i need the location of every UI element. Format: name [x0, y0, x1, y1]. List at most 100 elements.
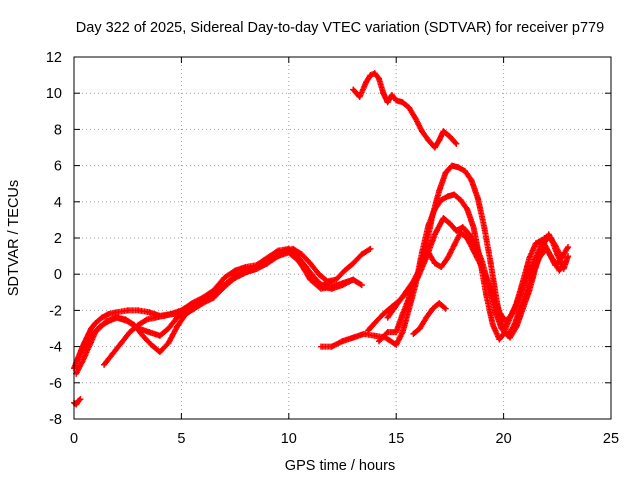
data-point [412, 115, 419, 122]
data-point [105, 311, 112, 318]
data-point [412, 278, 419, 285]
data-point [92, 320, 99, 327]
data-point [169, 311, 176, 318]
data-point [350, 276, 357, 283]
data-point [290, 245, 297, 252]
data-point [444, 254, 451, 261]
data-point [416, 325, 423, 332]
data-point [466, 231, 473, 238]
data-point [135, 307, 142, 314]
data-point [186, 305, 193, 312]
data-point [98, 314, 105, 321]
data-point [139, 332, 146, 339]
data-point [556, 267, 563, 274]
data-point [109, 350, 116, 357]
x-tick-label: 10 [281, 431, 297, 447]
series-markers [71, 396, 84, 408]
data-point [457, 229, 464, 236]
data-point [406, 104, 413, 111]
data-point [358, 251, 365, 258]
data-point [418, 128, 425, 135]
data-point [146, 329, 153, 336]
data-point [442, 305, 449, 312]
data-point [423, 242, 430, 249]
x-axis-label: GPS time / hours [285, 458, 395, 474]
data-point [384, 314, 391, 321]
series-markers [77, 249, 335, 357]
series-trace-mid-5 [410, 300, 449, 337]
data-point [489, 321, 496, 328]
data-point [79, 358, 86, 365]
data-point [126, 329, 133, 336]
data-point [393, 341, 400, 348]
data-point [393, 329, 400, 336]
data-point [358, 282, 365, 289]
data-point [496, 336, 503, 343]
data-point [464, 235, 471, 241]
data-point [487, 260, 494, 267]
data-point [380, 90, 387, 97]
chart-title: Day 322 of 2025, Sidereal Day-to-day VTE… [76, 20, 604, 36]
data-point [88, 325, 95, 332]
data-point [77, 396, 84, 403]
data-point [210, 287, 217, 294]
data-point [320, 282, 327, 289]
data-point [515, 296, 522, 303]
y-tick-label: 0 [54, 267, 62, 283]
data-point [122, 316, 129, 323]
data-point [481, 224, 488, 231]
data-point [165, 339, 172, 346]
data-point [156, 332, 163, 339]
y-tick-label: -6 [49, 376, 62, 392]
data-point [118, 339, 125, 346]
data-point [431, 260, 438, 267]
data-point [547, 235, 554, 241]
data-point [371, 70, 378, 77]
data-point [113, 314, 120, 321]
data-point [502, 318, 509, 325]
data-point [532, 240, 539, 247]
data-point [440, 215, 447, 222]
data-point [365, 327, 372, 334]
data-point [307, 260, 314, 267]
data-point [457, 196, 464, 203]
y-tick-label: -4 [49, 340, 62, 356]
data-point [324, 278, 331, 285]
data-point [468, 177, 475, 184]
data-point [165, 325, 172, 332]
data-point [436, 137, 443, 144]
data-point [541, 235, 548, 241]
data-point [376, 75, 383, 82]
data-point [328, 343, 335, 350]
data-point [399, 329, 406, 336]
series-trace-upper-right [350, 70, 460, 151]
data-point [298, 251, 305, 258]
data-point [522, 278, 529, 285]
data-point [77, 350, 84, 357]
data-point [423, 314, 430, 321]
y-tick-label: 2 [54, 231, 62, 247]
data-point [350, 86, 357, 93]
x-tick-label: 25 [603, 431, 619, 447]
series-trace-early-4 [101, 245, 374, 368]
data-point [360, 330, 367, 337]
data-point [565, 244, 572, 251]
data-point [391, 305, 398, 312]
data-point [393, 97, 400, 104]
data-point [232, 274, 239, 281]
data-point [459, 224, 466, 231]
x-tick-label: 0 [70, 431, 78, 447]
data-point [534, 249, 541, 256]
data-point [264, 260, 271, 267]
data-point [470, 224, 477, 231]
axis-ticks: 0 5 10 15 20 25 -8 -6 -4 -2 0 2 4 6 8 10 12 [46, 50, 619, 447]
data-point [212, 291, 219, 298]
grid-lines [74, 57, 611, 419]
data-point [399, 99, 406, 106]
data-point [380, 311, 387, 318]
data-point [242, 269, 249, 276]
data-point [474, 195, 481, 202]
data-point [444, 193, 451, 200]
data-point [339, 338, 346, 345]
data-point [431, 144, 438, 151]
